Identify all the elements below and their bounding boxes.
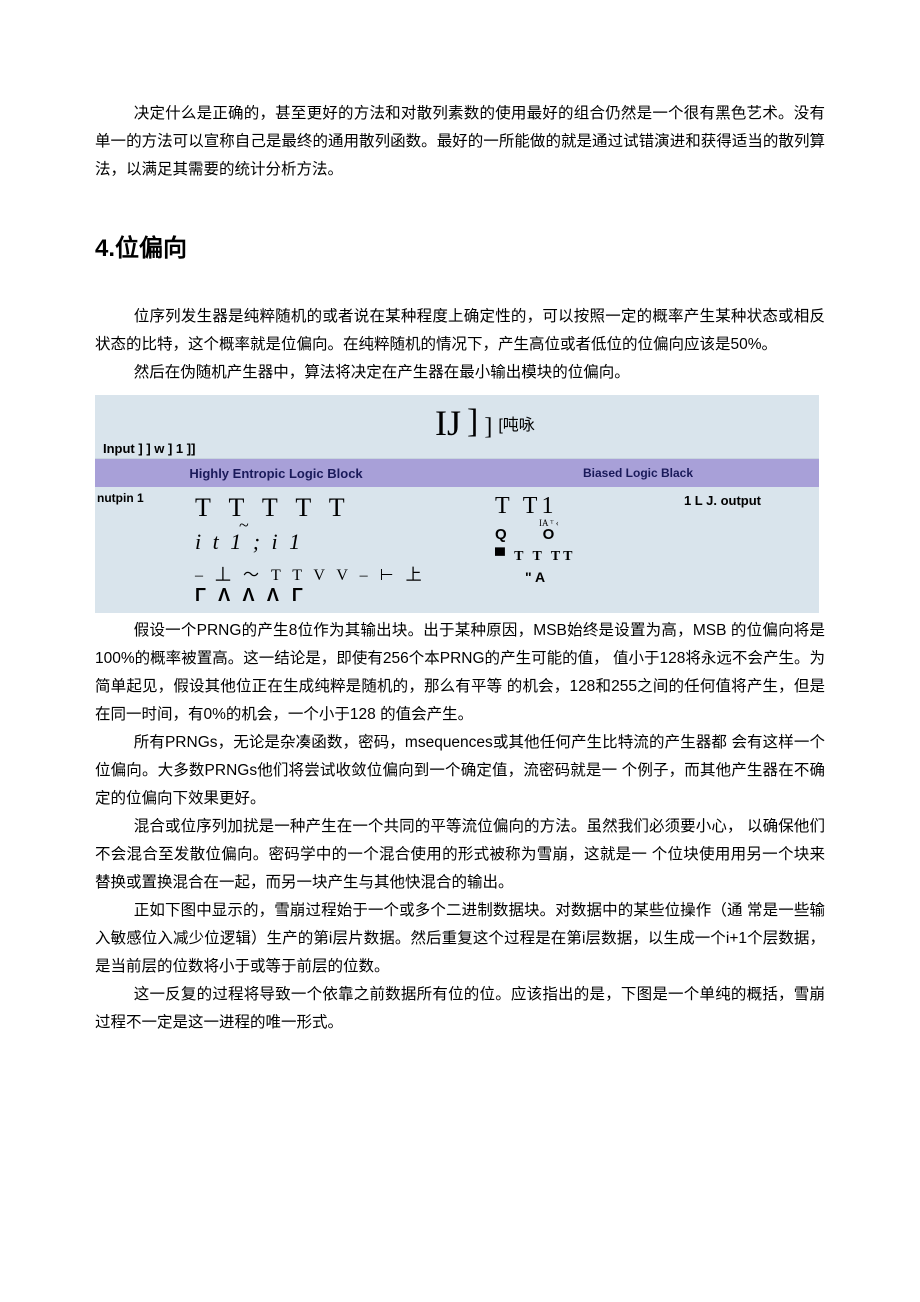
logic-block-diagram: Input ] ] w ] 1 ]] IJ ] ] [吨咏 Highly Ent… [95, 395, 819, 613]
right-glyph-qo: QO [495, 526, 590, 543]
left-glyph-row-4: Γ Λ Λ Λ Γ [195, 585, 426, 606]
after-p4: 正如下图中显示的，雪崩过程始于一个或多个二进制数据块。对数据中的某些位操作（通 … [95, 897, 825, 981]
diagram-body: nutpin 1 1 L J. output T T T T T i t 1 ;… [95, 487, 819, 613]
left-glyph-row-3: – 丄 ～ T T V V – ⊢ 上 [195, 561, 426, 585]
input-label: Input ] ] w ] 1 ]] [103, 441, 195, 456]
right-glyph-row-4: " A [525, 569, 590, 585]
after-p2: 所有PRNGs，无论是杂凑函数，密码，msequences或其他任何产生比特流的… [95, 729, 825, 813]
bracket-2: ] [484, 414, 492, 441]
diagram-top-row: Input ] ] w ] 1 ]] IJ ] ] [吨咏 [95, 395, 819, 459]
ij-glyph-group: IJ ] ] [吨咏 [435, 403, 535, 441]
output-label: 1 L J. output [684, 493, 761, 508]
biased-block-label: Biased Logic Black [457, 466, 819, 480]
tunyong-label: [吨咏 [498, 411, 534, 435]
o-glyph: O [543, 526, 591, 543]
ij-glyph: IJ [435, 405, 461, 441]
right-glyph-row-1: T T1 [495, 493, 590, 520]
after-p3: 混合或位序列加扰是一种产生在一个共同的平等流位偏向的方法。虽然我们必须要小心， … [95, 813, 825, 897]
right-glyph-column: T T1 IA ᵀ ‹ QO ▀ T T TT " A [495, 493, 590, 585]
after-p1: 假设一个PRNG的产生8位作为其输出块。出于某种原因，MSB始终是设置为高，MS… [95, 617, 825, 729]
q-glyph: Q [495, 526, 543, 543]
intro-paragraph: 决定什么是正确的，甚至更好的方法和对散列素数的使用最好的组合仍然是一个很有黑色艺… [95, 100, 825, 184]
right-glyph-row-3: ▀ T T TT [495, 549, 590, 565]
nutpin-label: nutpin 1 [97, 491, 144, 505]
section-p1: 位序列发生器是纯粹随机的或者说在某种程度上确定性的，可以按照一定的概率产生某种状… [95, 303, 825, 359]
left-glyph-row-1: T T T T T [195, 493, 426, 523]
after-p5: 这一反复的过程将导致一个依靠之前数据所有位的位。应该指出的是，下图是一个单纯的概… [95, 981, 825, 1037]
entropic-block-label: Highly Entropic Logic Block [95, 466, 457, 481]
left-glyph-column: T T T T T i t 1 ; i 1 – 丄 ～ T T V V – ⊢ … [195, 493, 426, 606]
left-glyph-row-2: i t 1 ; i 1 [195, 529, 426, 555]
section-p2: 然后在伪随机产生器中，算法将决定在产生器在最小输出模块的位偏向。 [95, 359, 825, 387]
bracket-1: ] [467, 403, 478, 441]
diagram-header-band: Highly Entropic Logic Block Biased Logic… [95, 459, 819, 487]
section-heading: 4.位偏向 [95, 228, 825, 263]
